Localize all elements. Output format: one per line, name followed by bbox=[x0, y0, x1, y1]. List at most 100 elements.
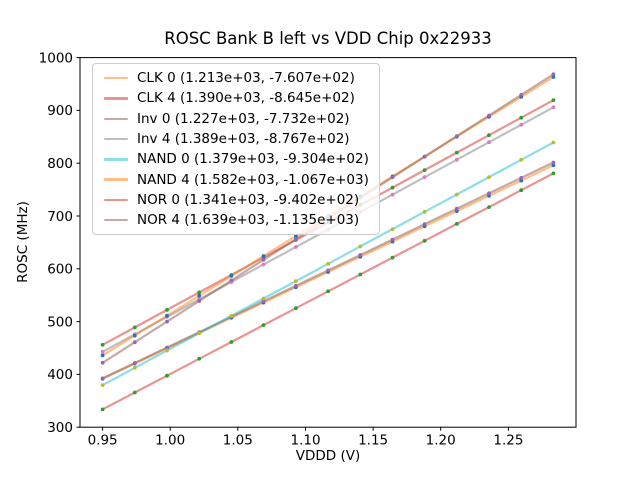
axes-box bbox=[79, 57, 577, 428]
series-marker-nor-0 bbox=[519, 188, 524, 193]
x-axis-label: VDDD (V) bbox=[295, 448, 361, 464]
series-marker-inv-0 bbox=[358, 253, 363, 257]
series-marker-nand-0 bbox=[390, 227, 395, 232]
series-marker-nor-0 bbox=[132, 390, 137, 395]
y-tick-label: 400 bbox=[47, 367, 73, 383]
series-marker-nor-4 bbox=[487, 113, 491, 118]
y-tick-label: 500 bbox=[47, 314, 73, 330]
series-marker-nor-0 bbox=[326, 289, 330, 294]
series-marker-nor-4 bbox=[519, 93, 524, 97]
series-marker-inv-4 bbox=[261, 262, 266, 267]
series-marker-clk-0 bbox=[551, 163, 556, 168]
series-marker-nor-0 bbox=[261, 323, 266, 327]
series-marker-nor-0 bbox=[165, 373, 169, 378]
series-marker-nand-0 bbox=[294, 279, 298, 283]
series-marker-nand-0 bbox=[100, 383, 105, 387]
series-marker-clk-4 bbox=[100, 342, 105, 347]
series-marker-nand-0 bbox=[197, 331, 202, 336]
legend-line-swatch bbox=[104, 117, 128, 120]
series-marker-inv-4 bbox=[551, 105, 556, 110]
series-marker-nand-4 bbox=[165, 313, 169, 318]
x-tick-label: 1.05 bbox=[223, 433, 253, 449]
y-tick-label: 700 bbox=[47, 209, 73, 225]
series-marker-inv-4 bbox=[487, 140, 491, 145]
series-marker-nand-4 bbox=[261, 254, 266, 258]
series-marker-nor-4 bbox=[294, 237, 298, 242]
legend-line-swatch bbox=[104, 137, 128, 141]
series-marker-nand-0 bbox=[165, 348, 169, 353]
series-marker-nand-0 bbox=[261, 296, 266, 301]
series-marker-inv-4 bbox=[294, 245, 298, 249]
legend-label: NAND 4 (1.582e+03, -1.067e+03) bbox=[137, 171, 369, 188]
series-marker-nand-0 bbox=[132, 365, 137, 370]
series-marker-inv-4 bbox=[422, 175, 427, 180]
series-marker-nand-4 bbox=[197, 293, 202, 298]
series-marker-nand-0 bbox=[519, 157, 524, 162]
legend-line-swatch bbox=[104, 97, 128, 100]
x-tick-label: 1.20 bbox=[426, 433, 456, 449]
series-marker-nor-0 bbox=[454, 222, 459, 226]
series-marker-inv-0 bbox=[132, 361, 137, 365]
x-tick-label: 0.95 bbox=[88, 433, 118, 449]
legend-item-clk-0: CLK 0 (1.213e+03, -7.607e+02) bbox=[104, 68, 369, 88]
series-marker-clk-0 bbox=[519, 178, 524, 183]
legend-item-nand-4: NAND 4 (1.582e+03, -1.067e+03) bbox=[104, 169, 369, 189]
series-marker-nand-0 bbox=[422, 209, 427, 214]
legend-line-swatch bbox=[104, 158, 128, 161]
series-marker-nor-0 bbox=[294, 306, 298, 311]
x-tick-label: 1.15 bbox=[358, 433, 388, 449]
series-marker-inv-0 bbox=[261, 299, 266, 304]
series-marker-nand-4 bbox=[100, 353, 105, 358]
series-marker-inv-4 bbox=[390, 192, 395, 197]
legend-label: NAND 0 (1.379e+03, -9.304e+02) bbox=[137, 151, 369, 168]
series-marker-nand-0 bbox=[454, 192, 459, 197]
series-marker-clk-4 bbox=[422, 168, 427, 173]
series-marker-inv-0 bbox=[551, 160, 556, 165]
series-marker-clk-4 bbox=[454, 150, 459, 155]
x-tick-label: 1.10 bbox=[290, 433, 320, 449]
series-marker-inv-0 bbox=[519, 176, 524, 180]
series-marker-clk-4 bbox=[551, 98, 556, 103]
series-marker-nor-4 bbox=[197, 299, 202, 303]
legend-line-swatch bbox=[104, 219, 128, 222]
series-marker-clk-4 bbox=[390, 185, 395, 190]
series-marker-nor-4 bbox=[551, 72, 556, 77]
series-marker-nor-0 bbox=[487, 205, 491, 210]
series-marker-inv-0 bbox=[454, 206, 459, 211]
series-marker-nand-0 bbox=[358, 244, 363, 249]
series-marker-inv-0 bbox=[165, 345, 169, 350]
legend-line-swatch bbox=[104, 76, 128, 80]
series-marker-nand-0 bbox=[229, 313, 234, 318]
x-tick-label: 1.00 bbox=[155, 433, 185, 449]
series-marker-inv-4 bbox=[519, 122, 524, 127]
series-marker-clk-4 bbox=[197, 290, 202, 295]
series-marker-nor-0 bbox=[390, 255, 395, 260]
legend-item-inv-4: Inv 4 (1.389e+03, -8.767e+02) bbox=[104, 129, 369, 149]
legend-item-nor-4: NOR 4 (1.639e+03, -1.135e+03) bbox=[104, 210, 369, 230]
series-marker-nor-4 bbox=[100, 360, 105, 365]
legend-line-swatch bbox=[104, 198, 128, 202]
legend-label: CLK 0 (1.213e+03, -7.607e+02) bbox=[137, 70, 355, 87]
series-marker-inv-4 bbox=[100, 349, 105, 354]
series-marker-nor-0 bbox=[229, 340, 234, 344]
y-tick-label: 800 bbox=[47, 156, 73, 172]
y-tick-label: 1000 bbox=[39, 50, 73, 66]
legend-line-swatch bbox=[104, 178, 128, 181]
series-marker-inv-0 bbox=[100, 376, 105, 381]
series-marker-inv-0 bbox=[487, 191, 491, 196]
series-marker-nor-4 bbox=[454, 134, 459, 139]
legend-item-nor-0: NOR 0 (1.341e+03, -9.402e+02) bbox=[104, 190, 369, 210]
series-marker-inv-0 bbox=[326, 268, 330, 273]
series-marker-nand-0 bbox=[487, 175, 491, 180]
series-marker-nor-0 bbox=[551, 171, 556, 176]
series-marker-nor-0 bbox=[422, 238, 427, 243]
y-axis-label: ROSC (MHz) bbox=[15, 201, 31, 283]
series-marker-inv-0 bbox=[294, 283, 298, 288]
series-marker-nor-0 bbox=[100, 407, 105, 412]
series-marker-inv-4 bbox=[454, 157, 459, 162]
series-marker-nor-4 bbox=[422, 154, 427, 159]
series-marker-clk-4 bbox=[165, 308, 169, 312]
y-tick-label: 600 bbox=[47, 262, 73, 278]
legend-label: Inv 0 (1.227e+03, -7.732e+02) bbox=[137, 110, 350, 127]
